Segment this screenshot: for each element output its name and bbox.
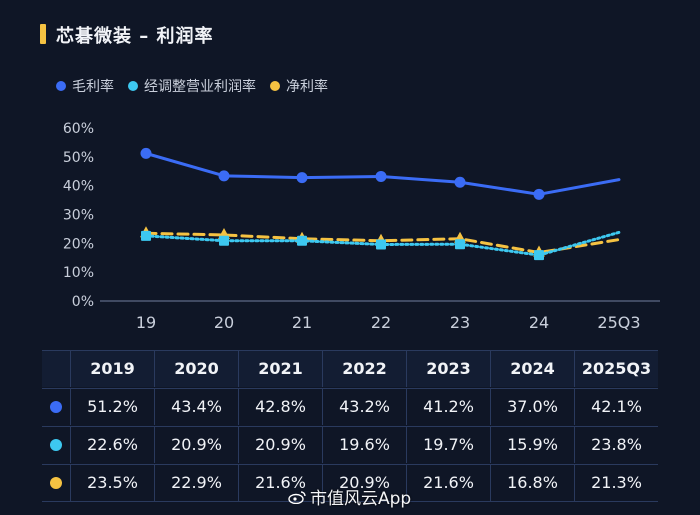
data-point xyxy=(296,172,308,184)
table-header-marker-cell xyxy=(42,351,70,387)
x-tick-label: 23 xyxy=(450,313,470,332)
y-tick-label: 50% xyxy=(63,150,94,166)
table-cell: 20.9% xyxy=(154,427,238,463)
table-cell: 21.6% xyxy=(406,465,490,501)
data-point xyxy=(533,188,545,200)
table-cell: 19.7% xyxy=(406,427,490,463)
y-tick-label: 60% xyxy=(63,121,94,137)
x-tick-label: 25Q3 xyxy=(597,313,640,332)
data-point xyxy=(297,235,307,246)
data-point xyxy=(534,250,544,261)
table-cell: 15.9% xyxy=(490,427,574,463)
table-cell: 16.8% xyxy=(490,465,574,501)
legend-item-gross[interactable]: 毛利率 xyxy=(56,76,114,96)
legend-marker-gross xyxy=(56,81,66,91)
y-tick-label: 40% xyxy=(63,179,94,195)
legend-marker-net xyxy=(270,81,280,91)
table-cell: 23.8% xyxy=(574,427,658,463)
legend-item-adjusted[interactable]: 经调整营业利润率 xyxy=(128,76,256,96)
table-header-row: 2019 2020 2021 2022 2023 2024 2025Q3 xyxy=(42,350,658,387)
table-cell: 43.2% xyxy=(322,389,406,425)
watermark-text: 市值风云App xyxy=(310,489,412,509)
table-row-marker xyxy=(42,427,70,463)
x-tick-label: 20 xyxy=(214,313,234,332)
x-tick-label: 24 xyxy=(529,313,549,332)
line-chart: 0% 10% 20% 30% 40% 50% 60% 19 20 21 22 23 24 25Q3 xyxy=(63,121,660,332)
data-point xyxy=(376,239,386,250)
table-header-cell: 2020 xyxy=(154,351,238,387)
x-tick-label: 22 xyxy=(371,313,391,332)
x-tick-label: 19 xyxy=(136,313,156,332)
table-cell: 23.5% xyxy=(70,465,154,501)
y-tick-label: 0% xyxy=(72,294,94,310)
table-cell: 21.3% xyxy=(574,465,658,501)
table-header-cell: 2023 xyxy=(406,351,490,387)
table-row-dot xyxy=(50,401,62,413)
legend-label-adjusted: 经调整营业利润率 xyxy=(144,79,256,95)
table-cell: 21.6% xyxy=(238,465,322,501)
table-cell: 41.2% xyxy=(406,389,490,425)
title-accent-bar xyxy=(40,24,46,44)
data-point xyxy=(455,239,465,250)
y-tick-label: 30% xyxy=(63,208,94,224)
table-header-cell: 2024 xyxy=(490,351,574,387)
legend-marker-adjusted xyxy=(128,81,138,91)
table-header-cell: 2019 xyxy=(70,351,154,387)
data-point xyxy=(454,176,466,188)
x-tick-label: 21 xyxy=(292,313,312,332)
table-row-dot xyxy=(50,477,62,489)
watermark: 市值风云App xyxy=(288,484,411,509)
table-cell: 51.2% xyxy=(70,389,154,425)
table-cell: 43.4% xyxy=(154,389,238,425)
table-row-marker xyxy=(42,389,70,425)
weibo-icon xyxy=(288,490,306,504)
table-cell: 42.1% xyxy=(574,389,658,425)
data-point xyxy=(140,147,152,159)
table-header-cell: 2022 xyxy=(322,351,406,387)
table-cell: 19.6% xyxy=(322,427,406,463)
table-header-cell: 2025Q3 xyxy=(574,351,658,387)
legend-label-net: 净利率 xyxy=(286,79,328,95)
table-row-adjusted: 22.6% 20.9% 20.9% 19.6% 19.7% 15.9% 23.8… xyxy=(42,426,658,463)
table-row-net: 23.5% 22.9% 21.6% 20.9% 21.6% 16.8% 21.3… xyxy=(42,464,658,502)
legend-item-net[interactable]: 净利率 xyxy=(270,76,328,96)
table-row-gross: 51.2% 43.4% 42.8% 43.2% 41.2% 37.0% 42.1… xyxy=(42,388,658,425)
table-cell: 20.9% xyxy=(238,427,322,463)
table-cell: 42.8% xyxy=(238,389,322,425)
data-point xyxy=(218,170,230,182)
legend-label-gross: 毛利率 xyxy=(72,79,114,95)
table-row-marker xyxy=(42,465,70,501)
table-cell: 22.6% xyxy=(70,427,154,463)
y-tick-label: 10% xyxy=(63,265,94,281)
table-cell: 22.9% xyxy=(154,465,238,501)
table-cell: 20.9% xyxy=(322,465,406,501)
legend: 毛利率 经调整营业利润率 净利率 xyxy=(56,76,342,96)
table-header-cell: 2021 xyxy=(238,351,322,387)
data-table: 2019 2020 2021 2022 2023 2024 2025Q3 51.… xyxy=(42,350,658,502)
table-row-dot xyxy=(50,439,62,451)
data-point xyxy=(219,235,229,246)
table-cell: 37.0% xyxy=(490,389,574,425)
y-tick-label: 20% xyxy=(63,236,94,252)
data-point xyxy=(375,170,387,182)
chart-title: 芯碁微装 – 利润率 xyxy=(56,26,214,47)
data-point xyxy=(141,230,151,241)
